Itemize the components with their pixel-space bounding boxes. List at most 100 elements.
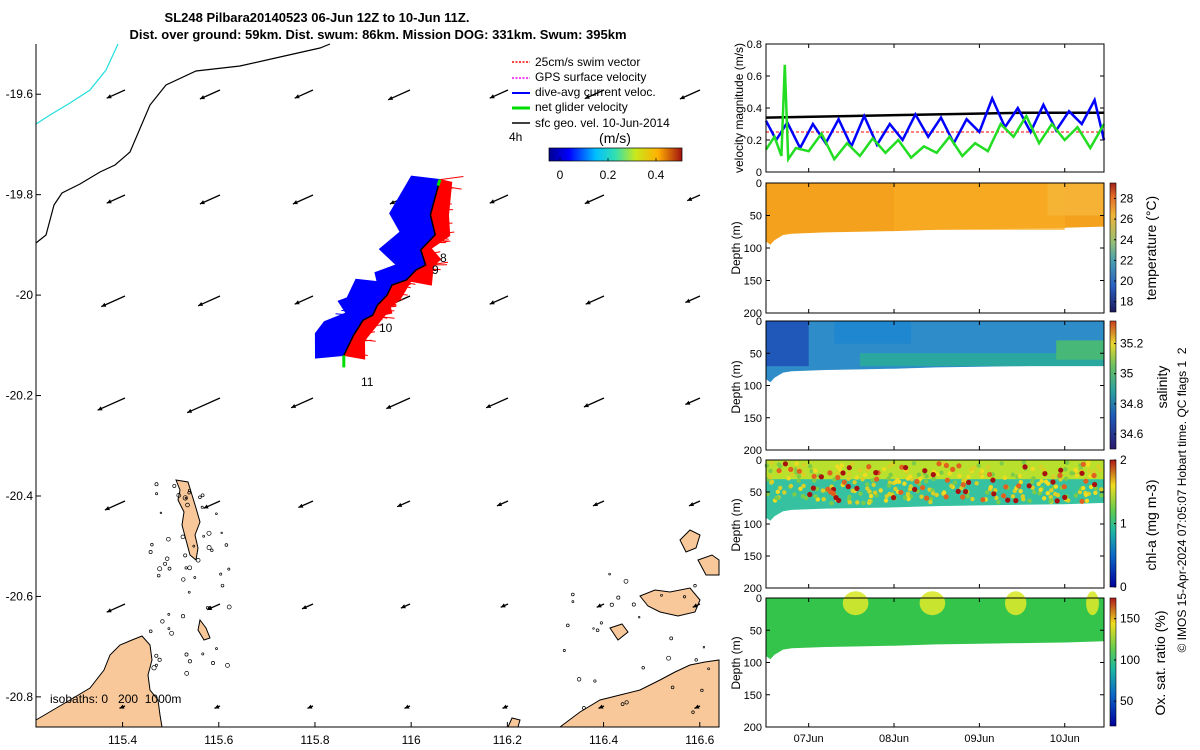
- velocity-ylabel: velocity magnitude (m/s): [732, 43, 746, 173]
- chl-sample: [794, 461, 799, 466]
- y-tick-label: 50: [750, 211, 762, 223]
- chl-sample: [790, 472, 795, 477]
- chl-high-sample: [956, 463, 962, 469]
- temperature-colorbar-label: temperature (°C): [1143, 196, 1159, 300]
- land-3: [558, 659, 720, 728]
- velocity-series-0: [765, 111, 1104, 119]
- colorbar-tick-label: 2: [1120, 453, 1127, 467]
- chl-sample: [903, 495, 908, 500]
- geo-velocity-arrow: [679, 89, 701, 100]
- chl-high-sample: [1091, 472, 1097, 479]
- islet: [198, 495, 202, 500]
- chl-sample: [924, 474, 929, 479]
- chl-sample: [916, 472, 922, 477]
- y-tick-label: 150: [744, 690, 762, 702]
- chl-sample: [870, 478, 875, 483]
- oxygen-section-panel: 0 50 100 150 200 50 100 150 07Jun 08Jun 09Jun 10Jun: [744, 591, 1140, 745]
- islet: [616, 595, 621, 600]
- current-vector: [393, 267, 420, 271]
- chl-sample: [835, 464, 840, 469]
- chl-sample: [1099, 493, 1104, 498]
- chl-high-sample: [943, 494, 949, 500]
- date-tick-label: 10Jun: [1050, 733, 1080, 745]
- chl-sample: [968, 466, 974, 472]
- islet: [200, 505, 204, 509]
- current-vector: [324, 342, 349, 346]
- swim-vector: [423, 243, 437, 248]
- geo-velocity-arrow: [214, 704, 221, 709]
- chl-sample: [786, 476, 791, 481]
- islet: [691, 710, 695, 714]
- swim-vector: [434, 229, 447, 232]
- current-vector: [408, 253, 424, 258]
- swim-vector: [407, 274, 426, 279]
- chl-high-sample: [807, 491, 813, 498]
- swim-vector: [419, 267, 441, 271]
- speed-colorbar-tick-2: 0.4: [648, 168, 665, 182]
- islet: [609, 602, 614, 607]
- chl-high-sample: [966, 479, 972, 485]
- geo-velocity-arrow: [106, 89, 126, 99]
- isobath-200m: [35, 43, 119, 125]
- swim-vector: [411, 271, 431, 276]
- islet: [571, 592, 575, 597]
- islet: [150, 543, 154, 547]
- islet: [163, 561, 168, 566]
- salinity-colorbar-label: salinity: [1154, 366, 1170, 409]
- chl-sample: [887, 464, 892, 469]
- islet: [592, 627, 595, 630]
- chl-sample: [867, 489, 872, 494]
- map-x-tick-label: 116.6: [685, 733, 714, 747]
- y-tick-label: 0.2: [747, 135, 762, 147]
- chl-sample: [928, 499, 933, 505]
- colorbar-tick-label: 35: [1120, 367, 1134, 381]
- legend-item-dive-avg: dive-avg current veloc.: [512, 85, 656, 99]
- chl-high-sample: [955, 488, 961, 494]
- velocity-series-3: [764, 64, 1106, 164]
- current-vector: [405, 237, 431, 241]
- swim-vector: [438, 185, 462, 190]
- chl-sample: [1074, 468, 1079, 474]
- chl-sample: [970, 496, 975, 502]
- chl-high-sample: [796, 468, 803, 474]
- chl-sample: [846, 471, 852, 476]
- chl-sample: [907, 487, 913, 492]
- swim-vector: [363, 319, 383, 321]
- y-tick-label: 0: [756, 167, 762, 179]
- current-vector: [329, 346, 348, 350]
- islet: [571, 600, 575, 603]
- swim-vector: [375, 305, 397, 309]
- chl-sample: [802, 462, 807, 468]
- colorbar-tick-label: 28: [1120, 191, 1134, 205]
- y-tick-label: 0: [756, 316, 762, 328]
- chl-high-sample: [825, 486, 831, 492]
- isobath-1000m: [35, 43, 331, 244]
- legend-label-gps: GPS surface velocity: [535, 70, 646, 84]
- chl-high-sample: [924, 495, 930, 501]
- chl-high-sample: [1083, 478, 1089, 484]
- colorbar-tick-label: 50: [1120, 694, 1134, 708]
- chl-sample: [1042, 496, 1047, 501]
- chl-sample: [941, 490, 947, 495]
- swim-vector: [387, 294, 396, 297]
- chl-sample: [775, 495, 780, 501]
- chl-sample: [931, 491, 936, 496]
- legend-item-gps: GPS surface velocity: [512, 70, 646, 84]
- current-vector: [417, 195, 436, 198]
- map-y-tick-label: -20: [16, 288, 34, 302]
- chl-sample: [977, 471, 983, 477]
- chl-high-sample: [987, 471, 993, 478]
- geo-velocity-arrow: [101, 295, 126, 308]
- chl-high-sample: [840, 470, 846, 476]
- islet: [172, 483, 177, 488]
- chl-sample: [966, 474, 971, 479]
- chl-sample: [769, 460, 774, 465]
- legend-item-net: net glider velocity: [512, 100, 628, 114]
- chl-sample: [957, 473, 962, 478]
- chl-sample: [796, 478, 801, 483]
- salinity-ylabel: Depth (m): [729, 360, 743, 413]
- swim-vector: [423, 261, 449, 267]
- chl-high-sample: [1062, 494, 1068, 500]
- islet: [192, 544, 196, 548]
- chl-high-sample: [1057, 472, 1063, 478]
